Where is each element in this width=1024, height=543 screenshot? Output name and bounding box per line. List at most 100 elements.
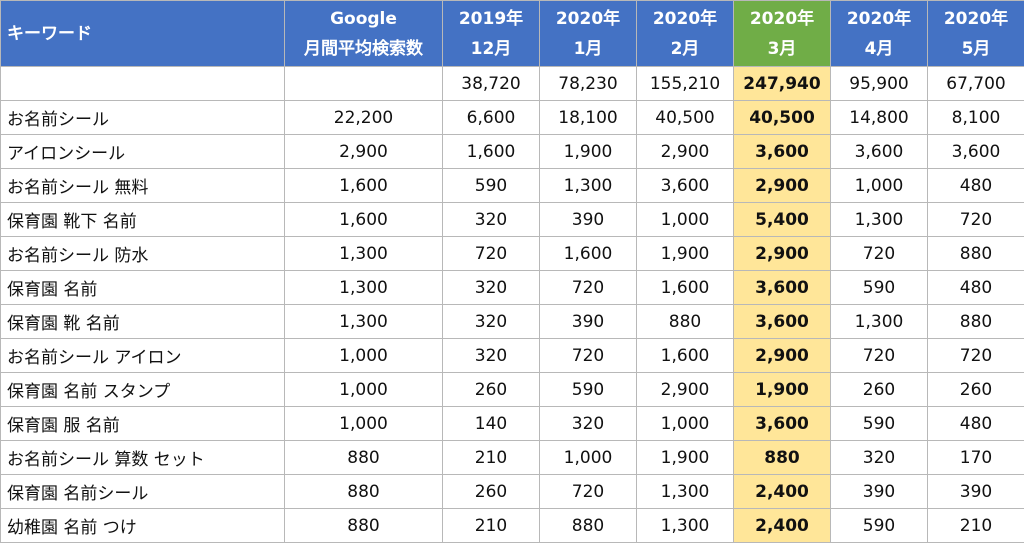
- month-header-2020-04: 2020年 4月: [830, 0, 928, 67]
- keyword-cell: 保育園 名前シール: [0, 474, 285, 509]
- google-volume-cell: 1,000: [284, 372, 443, 407]
- month-value-cell: 390: [539, 304, 637, 339]
- month-value-cell: 390: [927, 474, 1024, 509]
- month-value-cell: 6,600: [442, 100, 540, 135]
- month-value-cell: 1,600: [636, 338, 734, 373]
- month-value-cell: 720: [927, 338, 1024, 373]
- month-value-cell: 260: [927, 372, 1024, 407]
- month-value-cell: 18,100: [539, 100, 637, 135]
- month-value-cell: 1,000: [636, 202, 734, 237]
- table-row: お名前シール アイロン 1,000 320 720 1,600 2,900 720 720: [0, 338, 1024, 373]
- month-value-cell: 260: [442, 372, 540, 407]
- month-value-cell: 480: [927, 406, 1024, 441]
- month-value-cell: 320: [539, 406, 637, 441]
- month-value-cell: 590: [539, 372, 637, 407]
- month-value-cell: 1,900: [636, 236, 734, 271]
- month-value-cell: 260: [442, 474, 540, 509]
- google-volume-cell: 1,600: [284, 168, 443, 203]
- month-value-cell: 320: [442, 202, 540, 237]
- google-volume-cell: 22,200: [284, 100, 443, 135]
- table-row: 保育園 名前 1,300 320 720 1,600 3,600 590 480: [0, 270, 1024, 305]
- month-value-cell: 8,100: [927, 100, 1024, 135]
- keyword-cell: お名前シール アイロン: [0, 338, 285, 373]
- month-value-cell: 1,600: [636, 270, 734, 305]
- month-value-cell: 210: [442, 508, 540, 543]
- month-value-cell-highlighted: 3,600: [733, 270, 831, 305]
- month-header-year: 2020年: [846, 8, 912, 29]
- month-value-cell-highlighted: 2,400: [733, 508, 831, 543]
- google-volume-cell: 1,300: [284, 304, 443, 339]
- google-volume-cell: [284, 66, 443, 101]
- month-value-cell-highlighted: 2,900: [733, 338, 831, 373]
- month-value-cell: 1,300: [636, 474, 734, 509]
- month-value-cell: 38,720: [442, 66, 540, 101]
- totals-row: 38,720 78,230 155,210 247,940 95,900 67,700: [0, 66, 1024, 101]
- month-value-cell: 720: [539, 338, 637, 373]
- month-value-cell: 390: [830, 474, 928, 509]
- month-value-cell: 1,300: [636, 508, 734, 543]
- month-value-cell: 170: [927, 440, 1024, 475]
- month-value-cell-highlighted: 1,900: [733, 372, 831, 407]
- month-value-cell: 1,300: [539, 168, 637, 203]
- keyword-cell: [0, 66, 285, 101]
- google-volume-header: Google 月間平均検索数: [284, 0, 443, 67]
- month-value-cell: 590: [830, 508, 928, 543]
- month-value-cell-highlighted: 247,940: [733, 66, 831, 101]
- keyword-cell: 保育園 服 名前: [0, 406, 285, 441]
- month-value-cell: 880: [927, 304, 1024, 339]
- month-value-cell: 67,700: [927, 66, 1024, 101]
- keyword-cell: お名前シール 防水: [0, 236, 285, 271]
- month-value-cell: 880: [927, 236, 1024, 271]
- month-value-cell: 320: [442, 338, 540, 373]
- month-header-year: 2020年: [749, 8, 815, 29]
- month-value-cell-highlighted: 5,400: [733, 202, 831, 237]
- month-value-cell: 720: [830, 338, 928, 373]
- month-value-cell: 590: [830, 406, 928, 441]
- table-row: お名前シール 無料 1,600 590 1,300 3,600 2,900 1,000 480: [0, 168, 1024, 203]
- month-value-cell: 1,600: [442, 134, 540, 169]
- month-header-month: 4月: [864, 38, 894, 59]
- month-value-cell: 210: [927, 508, 1024, 543]
- table-body: 38,720 78,230 155,210 247,940 95,900 67,700 お名…: [0, 66, 1024, 543]
- month-value-cell: 1,300: [830, 304, 928, 339]
- month-value-cell: 3,600: [927, 134, 1024, 169]
- month-value-cell: 590: [442, 168, 540, 203]
- month-value-cell: 720: [927, 202, 1024, 237]
- month-header-year: 2020年: [555, 8, 621, 29]
- month-header-month: 3月: [767, 38, 797, 59]
- month-header-2020-01: 2020年 1月: [539, 0, 637, 67]
- month-value-cell: 320: [830, 440, 928, 475]
- month-value-cell: 720: [830, 236, 928, 271]
- month-header-year: 2020年: [943, 8, 1009, 29]
- month-value-cell: 2,900: [636, 372, 734, 407]
- google-volume-cell: 880: [284, 440, 443, 475]
- google-volume-cell: 1,300: [284, 236, 443, 271]
- google-header-line1: Google: [330, 8, 397, 29]
- google-volume-cell: 1,600: [284, 202, 443, 237]
- month-value-cell: 1,300: [830, 202, 928, 237]
- google-volume-cell: 1,300: [284, 270, 443, 305]
- table-row: お名前シール 算数 セット 880 210 1,000 1,900 880 320 170: [0, 440, 1024, 475]
- month-value-cell-highlighted: 3,600: [733, 304, 831, 339]
- table-row: 保育園 服 名前 1,000 140 320 1,000 3,600 590 480: [0, 406, 1024, 441]
- keyword-cell: お名前シール: [0, 100, 285, 135]
- google-header-line2: 月間平均検索数: [304, 38, 423, 59]
- header-row: キーワード Google 月間平均検索数 2019年 12月 2020年 1月 …: [0, 0, 1024, 67]
- google-volume-cell: 1,000: [284, 338, 443, 373]
- table-row: お名前シール 防水 1,300 720 1,600 1,900 2,900 720 880: [0, 236, 1024, 271]
- keyword-cell: 保育園 靴 名前: [0, 304, 285, 339]
- month-value-cell-highlighted: 3,600: [733, 134, 831, 169]
- month-header-month: 12月: [470, 38, 512, 59]
- month-value-cell: 260: [830, 372, 928, 407]
- month-value-cell: 880: [636, 304, 734, 339]
- table-row: お名前シール 22,200 6,600 18,100 40,500 40,500 14,80…: [0, 100, 1024, 135]
- month-header-2020-05: 2020年 5月: [927, 0, 1024, 67]
- month-value-cell: 95,900: [830, 66, 928, 101]
- month-header-month: 5月: [961, 38, 991, 59]
- month-value-cell: 880: [539, 508, 637, 543]
- table-row: 保育園 名前シール 880 260 720 1,300 2,400 390 390: [0, 474, 1024, 509]
- month-value-cell: 720: [442, 236, 540, 271]
- month-value-cell-highlighted: 3,600: [733, 406, 831, 441]
- month-value-cell: 320: [442, 304, 540, 339]
